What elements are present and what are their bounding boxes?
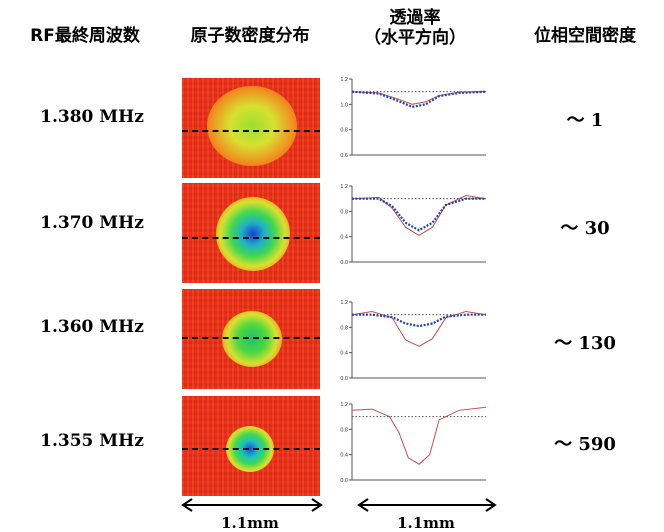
plot-width-arrow <box>357 498 497 512</box>
density-image <box>182 396 320 496</box>
row-frequency: 1.370 MHz <box>40 213 144 233</box>
row-phase-space-density: ～ 590 <box>554 434 616 455</box>
data-curve <box>351 310 487 347</box>
header-rf-frequency: RF最終周波数 <box>30 26 140 46</box>
data-curve <box>351 406 487 465</box>
row-phase-space-density: ～ 130 <box>554 333 616 354</box>
fit-curve <box>352 313 486 328</box>
density-image <box>182 78 320 178</box>
image-width-label: 1.1mm <box>221 514 279 532</box>
header-transmission: 透過率 （水平方向） <box>340 8 490 48</box>
fit-curve <box>352 197 486 232</box>
row-frequency: 1.360 MHz <box>40 317 144 337</box>
fit-curve <box>351 90 487 109</box>
row-phase-space-density: ～ 30 <box>560 218 610 239</box>
header-transmission-line2: （水平方向） <box>364 28 466 48</box>
y-tick-label: 0.0 <box>340 376 348 382</box>
row-frequency: 1.355 MHz <box>40 431 144 451</box>
row-phase-space-density: ～ 1 <box>566 110 604 131</box>
y-tick-label: 1.2 <box>340 77 348 83</box>
header-phase-space-density: 位相空間密度 <box>534 26 636 46</box>
row-frequency: 1.380 MHz <box>40 107 144 127</box>
y-tick-label: 0.8 <box>340 128 348 134</box>
y-tick-label: 0.8 <box>340 325 348 331</box>
plot-width-label: 1.1mm <box>397 514 455 532</box>
y-tick-label: 0.8 <box>340 209 348 215</box>
density-image <box>182 183 320 283</box>
y-tick-label: 0.0 <box>340 478 348 484</box>
y-tick-label: 1.2 <box>340 300 348 306</box>
y-tick-label: 0.6 <box>340 153 348 159</box>
y-tick-label: 1.2 <box>340 402 348 408</box>
y-tick-label: 0.4 <box>340 351 348 357</box>
y-tick-label: 0.0 <box>340 260 348 266</box>
y-tick-label: 0.4 <box>340 235 348 241</box>
header-transmission-line1: 透過率 <box>389 8 441 28</box>
density-image <box>182 289 320 389</box>
transmission-plot: 1.2 0.8 0.4 0.0 <box>340 402 487 484</box>
transmission-plot: 1.2 0.8 0.4 0.0 <box>340 300 487 382</box>
header-density-distribution: 原子数密度分布 <box>190 26 310 46</box>
transmission-plot: 1.2 0.8 0.4 0.0 <box>340 184 487 266</box>
transmission-plot: 1.2 1.0 0.8 0.6 <box>340 77 487 159</box>
y-tick-label: 1.2 <box>340 184 348 190</box>
image-width-arrow <box>181 498 323 512</box>
y-tick-label: 0.4 <box>340 453 348 459</box>
y-tick-label: 0.8 <box>340 427 348 433</box>
y-tick-label: 1.0 <box>340 102 348 108</box>
